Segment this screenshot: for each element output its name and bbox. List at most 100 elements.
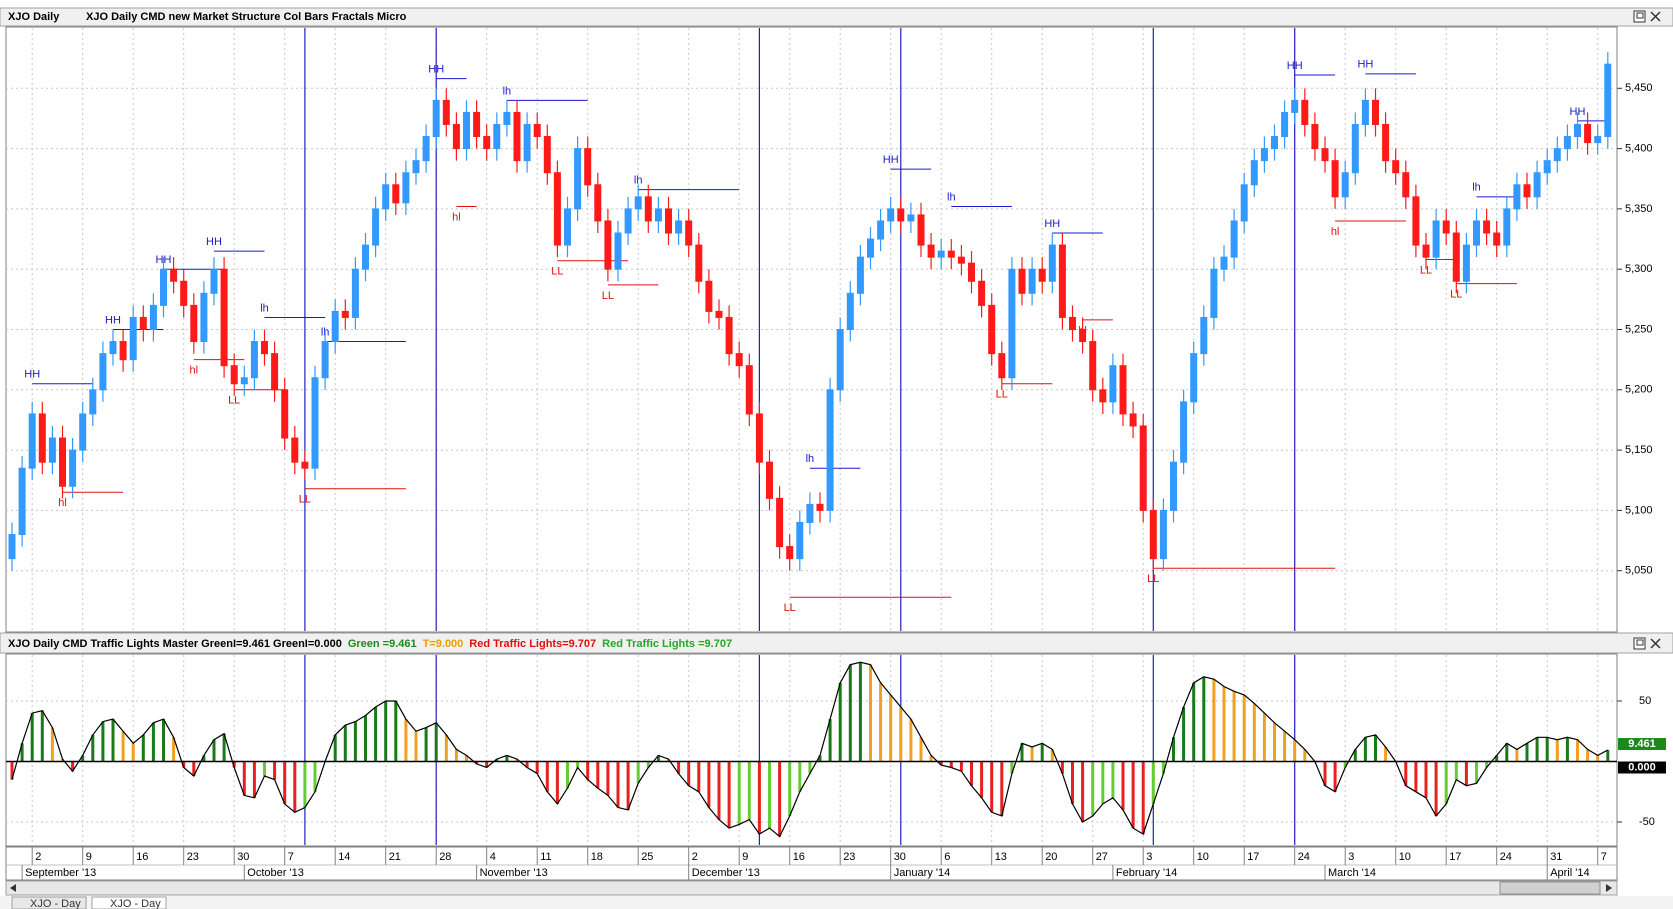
candle-body <box>715 310 723 318</box>
candle-body <box>1260 148 1268 162</box>
y-tick-label: 5,300 <box>1625 263 1653 275</box>
candle-body <box>685 220 693 246</box>
histogram-bar <box>1293 739 1297 762</box>
candle-body <box>533 123 541 138</box>
candle-body <box>341 310 349 318</box>
histogram-bar <box>990 761 994 813</box>
candle-body <box>513 111 521 162</box>
scroll-left[interactable] <box>10 884 16 892</box>
month-label: November '13 <box>480 867 548 879</box>
x-tick-label: 30 <box>237 851 249 863</box>
candle-body <box>1301 99 1309 125</box>
candle-body <box>1372 99 1379 125</box>
candle-body <box>745 365 753 415</box>
candle-body <box>988 304 996 355</box>
histogram-bar <box>313 761 317 792</box>
histogram-bar <box>1283 731 1287 762</box>
scroll-right[interactable] <box>1606 884 1612 892</box>
histogram-bar <box>576 761 580 768</box>
tab-bar <box>0 896 1673 909</box>
histogram-bar <box>667 759 670 762</box>
x-tick-label: 7 <box>288 851 294 863</box>
histogram-bar <box>909 719 913 762</box>
candle-body <box>1462 244 1470 282</box>
structure-label: HH <box>1287 60 1303 72</box>
structure-label: LL <box>1450 289 1462 301</box>
tab[interactable] <box>91 896 167 909</box>
candle-body <box>1220 256 1228 270</box>
candle-body <box>968 262 975 282</box>
candle-body <box>210 268 218 294</box>
candle-body <box>1361 99 1369 125</box>
histogram-bar <box>40 710 44 762</box>
structure-label: LL <box>784 602 796 614</box>
maximize-button[interactable] <box>1633 10 1646 23</box>
candle-body <box>38 413 46 463</box>
histogram-bar <box>81 755 85 762</box>
histogram-bar <box>374 707 378 762</box>
candle-body <box>1563 136 1571 150</box>
tab[interactable] <box>11 896 87 909</box>
histogram-bar <box>1464 761 1468 786</box>
tab-label: XJO - Day <box>30 898 81 909</box>
histogram-bar <box>848 664 852 762</box>
histogram-bar <box>1535 737 1539 762</box>
histogram-bar <box>1495 755 1499 762</box>
histogram-bar <box>899 707 903 762</box>
x-tick-label: 2 <box>692 851 698 863</box>
candle-body <box>331 310 339 343</box>
histogram-bar <box>495 759 499 762</box>
histogram-bar <box>717 761 721 820</box>
histogram-bar <box>151 722 155 762</box>
histogram-bar <box>434 722 438 762</box>
histogram-bar <box>757 761 761 835</box>
x-tick-label: 3 <box>1146 851 1152 863</box>
candle-body <box>1240 184 1248 222</box>
scrollbar[interactable] <box>5 880 1618 896</box>
y-tick-label: 5,050 <box>1625 565 1653 577</box>
x-tick-label: 20 <box>1045 851 1057 863</box>
structure-label: lh <box>947 191 956 203</box>
candle-body <box>1553 148 1561 162</box>
histogram-bar <box>818 755 822 762</box>
structure-label: hl <box>190 365 199 377</box>
candle-body <box>1099 389 1107 403</box>
histogram-bar <box>454 749 458 762</box>
histogram-bar <box>101 721 105 762</box>
candle-body <box>261 341 268 355</box>
maximize-button[interactable] <box>1633 637 1646 650</box>
histogram-bar <box>889 694 893 762</box>
histogram-bar <box>505 755 509 762</box>
month-label: March '14 <box>1328 867 1376 879</box>
candle-body <box>1311 123 1319 150</box>
candle-body <box>1129 413 1137 427</box>
candle-body <box>1432 220 1440 258</box>
histogram-bar <box>677 761 681 774</box>
structure-label: lh <box>806 453 815 465</box>
candle-body <box>846 292 854 331</box>
histogram-bar <box>727 761 731 829</box>
maximize-icon <box>1636 639 1644 646</box>
x-tick-label: 10 <box>1197 851 1209 863</box>
scroll-thumb[interactable] <box>1499 881 1601 895</box>
histogram-bar <box>465 755 468 762</box>
close-button[interactable] <box>1650 11 1661 22</box>
close-button[interactable] <box>1650 638 1661 649</box>
candle-body <box>1331 160 1339 198</box>
histogram-bar <box>1131 761 1135 829</box>
structure-label: HH <box>428 64 444 76</box>
structure-label: hl <box>452 211 461 223</box>
histogram-bar <box>1060 761 1064 774</box>
candle-body <box>1048 244 1056 282</box>
x-tick-label: 17 <box>1247 851 1259 863</box>
histogram-bar <box>838 682 842 762</box>
candle-body <box>1382 123 1390 162</box>
histogram-bar <box>970 761 973 786</box>
candle-body <box>614 232 622 270</box>
candle-body <box>170 268 178 282</box>
candle-body <box>18 467 26 536</box>
structure-label: LL <box>551 266 563 278</box>
candle-body <box>1533 172 1541 198</box>
x-axis <box>5 846 1618 881</box>
x-tick-label: 25 <box>641 851 653 863</box>
